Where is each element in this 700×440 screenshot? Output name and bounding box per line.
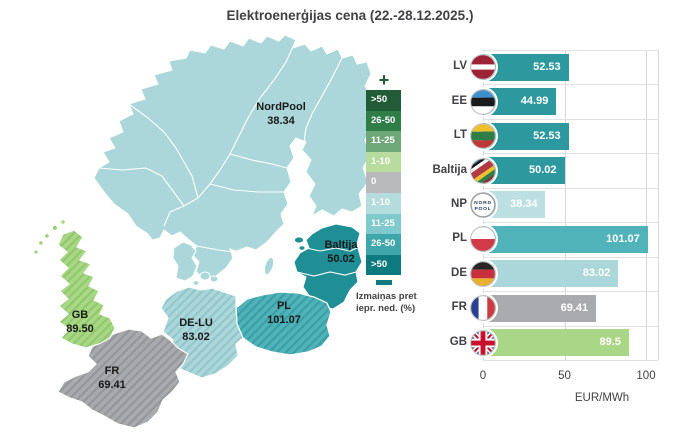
chart-row-ee: EE 44.99 (425, 84, 700, 118)
bar-value: 44.99 (520, 95, 549, 108)
bar: 52.53 (483, 122, 569, 150)
horizontal-gridline (483, 50, 658, 51)
legend-caption-line2: iepr. ned. (%) (356, 303, 416, 314)
vertical-gridline (658, 50, 660, 360)
legend-minus-icon (376, 280, 392, 286)
chart-row-lv: LV 52.53 (425, 50, 700, 84)
legend-box: 11-25 (366, 131, 401, 152)
lt-flag-icon (470, 123, 496, 149)
legend-boxes: >50 26-50 11-25 1-10 0 1-10 11-25 26-50 >50 (366, 90, 402, 276)
region-fr (57, 328, 189, 429)
change-legend: + >50 26-50 11-25 1-10 0 1-10 11-25 26-50 >50 (366, 70, 402, 286)
baltic-islands (294, 236, 306, 251)
svg-text:NORD: NORD (474, 200, 492, 206)
vertical-gridline (564, 50, 566, 360)
bar: 69.41 (483, 294, 597, 322)
row-label: DE (451, 266, 467, 279)
legend-box: 26-50 (366, 110, 401, 132)
horizontal-gridline (483, 325, 658, 327)
legend-box: >50 (366, 90, 401, 111)
horizontal-gridline (483, 222, 658, 224)
row-label: FR (451, 301, 467, 314)
legend-box: 1-10 (366, 151, 401, 173)
horizontal-gridline (483, 360, 658, 361)
legend-box: 0 (366, 172, 401, 193)
x-axis-label: EUR/MWh (574, 392, 630, 404)
bar-value: 38.34 (509, 198, 538, 211)
gb-flag-icon (470, 329, 496, 356)
legend-box: 1-10 (366, 192, 401, 214)
bar-value: 101.07 (606, 232, 640, 245)
chart-row-lt: LT 52.53 (425, 119, 700, 153)
zone-borders (98, 39, 343, 253)
horizontal-gridline (483, 187, 658, 189)
map-panel: NordPool 38.34 Baltija 50.02 PL 101.07 D… (33, 34, 417, 429)
horizontal-gridline (483, 118, 658, 120)
x-tick: 0 (479, 370, 487, 382)
bar: 50.02 (483, 157, 565, 185)
legend-caption: Izmaiņas pret iepr. ned. (%) (356, 291, 446, 315)
legend-box: >50 (366, 254, 401, 276)
bar-value: 52.53 (533, 60, 561, 73)
chart-row-pl: PL 101.07 (425, 222, 700, 256)
legend-box: 26-50 (366, 234, 401, 255)
bar-value: 69.41 (560, 301, 589, 314)
bar-value: 83.02 (582, 267, 611, 280)
legend-box: 11-25 (366, 213, 401, 235)
page-title: Elektroenerģijas cena (22.-28.12.2025.) (226, 8, 474, 23)
chart-row-fr: FR 69.41 (425, 291, 700, 325)
chart-row-de: DE 83.02 (425, 257, 700, 291)
horizontal-gridline (483, 291, 658, 293)
lv-flag-icon (470, 54, 496, 81)
row-label: Baltija (432, 163, 467, 176)
row-label: LT (453, 129, 467, 142)
bar: 52.53 (483, 53, 569, 81)
horizontal-gridline (483, 153, 658, 155)
bar-value: 89.5 (599, 336, 621, 349)
fr-flag-icon (470, 295, 496, 322)
row-label: NP (451, 197, 467, 210)
np-flag-icon: NORD POOL (470, 192, 496, 218)
vertical-gridline (646, 50, 647, 360)
row-label: LV (453, 60, 467, 73)
region-baltija (293, 223, 363, 310)
chart-row-np: NP NORD POOL 38.34 (425, 188, 700, 222)
legend-caption-line1: Izmaiņas pret (356, 291, 417, 302)
bar-value: 52.53 (533, 129, 561, 142)
x-tick: 100 (636, 370, 656, 382)
horizontal-gridline (483, 256, 658, 258)
ee-flag-icon (470, 88, 496, 115)
region-denmark (172, 241, 275, 286)
legend-plus-icon: + (378, 70, 390, 90)
svg-text:POOL: POOL (474, 206, 491, 212)
bar: 89.5 (483, 329, 629, 357)
chart-row-baltija: Baltija 50.02 (425, 153, 700, 187)
bar-value: 50.02 (529, 164, 557, 177)
row-label: PL (452, 232, 467, 245)
chart-row-gb: GB 89.5 (425, 326, 700, 360)
x-tick: 50 (558, 370, 571, 382)
de-flag-icon (470, 260, 496, 287)
region-gb (57, 229, 116, 349)
baltija-flag-icon (470, 157, 496, 184)
bar-chart: EUR/MWh LV 52.53 EE 44.99 LT 52.53 Baltija 50.0… (425, 40, 700, 440)
bar: 101.07 (483, 225, 648, 253)
region-pl (235, 291, 332, 356)
row-label: GB (449, 335, 467, 348)
horizontal-gridline (483, 84, 658, 86)
row-label: EE (451, 94, 467, 107)
gb-islands (33, 219, 66, 255)
baltic-borders (296, 247, 358, 277)
europe-map (33, 34, 373, 429)
pl-flag-icon (470, 226, 496, 253)
bar: 83.02 (483, 260, 619, 288)
